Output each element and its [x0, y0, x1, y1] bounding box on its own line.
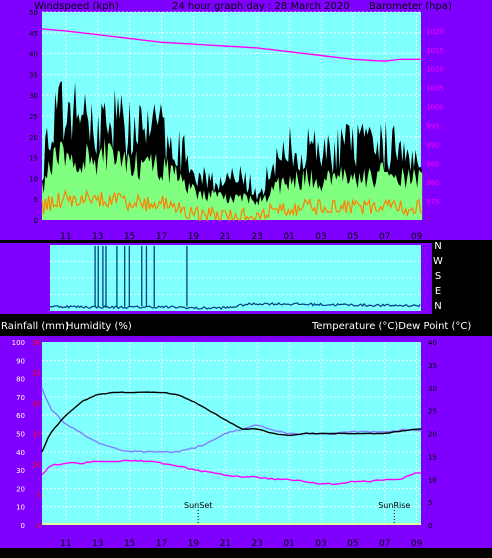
sunrise-label: SunRise	[378, 501, 410, 510]
temperature-y-tick-label: 25	[428, 408, 437, 416]
rainfall-y-tick-label: 5	[37, 492, 41, 500]
barometer-y-tick-label: 1005	[426, 85, 444, 93]
temperature-y-tick-label: 0	[428, 522, 432, 530]
temp-x-tick-label: 15	[124, 539, 135, 549]
rainfall-y-tick-label: 15	[32, 431, 41, 439]
wind-x-tick-label: 17	[156, 232, 167, 242]
temperature-dewpoint-axis-title: Temperature (°C)Dew Point (°C)	[312, 321, 472, 332]
temp-x-tick-label: 11	[60, 539, 71, 549]
wind-y-tick-label: 5	[34, 196, 38, 204]
wind-y-tick-label: 30	[29, 92, 38, 100]
wind-x-tick-label: 03	[315, 232, 326, 242]
wind-y-tick-label: 40	[29, 51, 38, 59]
barometer-y-tick-label: 1000	[426, 104, 444, 112]
wind-x-tick-label: 07	[379, 232, 390, 242]
barometer-y-tick-label: 985	[426, 160, 439, 168]
humidity-y-tick-label: 30	[16, 467, 25, 475]
temp-x-tick-label: 07	[379, 539, 390, 549]
wind-y-tick-label: 15	[29, 155, 38, 163]
direction-y-tick-label: 90	[37, 292, 46, 300]
humidity-y-tick-label: 0	[21, 522, 25, 530]
temp-x-tick-label: 17	[156, 539, 167, 549]
temp-x-tick-label: 23	[251, 539, 262, 549]
temperature-y-tick-label: 40	[428, 339, 437, 347]
rainfall-y-tick-label: 30	[32, 339, 41, 347]
temperature-y-tick-label: 30	[428, 385, 437, 393]
temp-x-tick-label: 05	[347, 539, 358, 549]
direction-label-w: W	[433, 256, 443, 267]
wind-x-tick-label: 23	[251, 232, 262, 242]
temperature-y-tick-label: 10	[428, 476, 437, 484]
direction-label-e: E	[435, 286, 441, 297]
humidity-y-tick-label: 80	[16, 376, 25, 384]
wind-y-tick-label: 45	[29, 30, 38, 38]
temperature-y-tick-label: 20	[428, 431, 437, 439]
wind-x-tick-label: 11	[60, 232, 71, 242]
temperature-line	[41, 391, 422, 453]
humidity-line	[41, 387, 422, 454]
temp-x-tick-label: 21	[220, 539, 231, 549]
humidity-y-tick-label: 60	[16, 412, 25, 420]
barometer-y-tick-label: 1010	[426, 66, 444, 74]
barometer-y-tick-label: 1015	[426, 47, 444, 55]
wind-y-tick-label: 20	[29, 134, 38, 142]
direction-label-n: N	[434, 241, 441, 252]
wind-x-tick-label: 09	[411, 232, 423, 242]
barometer-y-tick-label: 995	[426, 122, 439, 130]
direction-label-n: N	[434, 301, 441, 312]
temp-x-tick-label: 13	[92, 539, 103, 549]
temp-x-tick-label: 19	[188, 539, 200, 549]
direction-line	[49, 302, 421, 311]
windspeed-axis-title: Windspeed (kph)	[34, 1, 119, 12]
wind-y-tick-label: 35	[29, 71, 38, 79]
humidity-axis-title: Humidity (%)	[66, 321, 132, 332]
direction-y-tick-label: 180	[33, 275, 46, 283]
direction-y-tick-label: 0	[42, 308, 46, 316]
wind-low-line	[41, 188, 423, 223]
wind-x-tick-label: 15	[124, 232, 135, 242]
wind-x-tick-label: 19	[188, 232, 200, 242]
humidity-y-tick-label: 20	[16, 485, 25, 493]
direction-y-tick-label: 270	[33, 259, 46, 267]
wind-x-tick-label: 13	[92, 232, 103, 242]
rainfall-y-tick-label: 10	[32, 461, 41, 469]
humidity-y-tick-label: 90	[16, 357, 25, 365]
barometer-line	[41, 28, 421, 62]
temp-x-tick-label: 03	[315, 539, 326, 549]
barometer-y-tick-label: 1020	[426, 28, 444, 36]
barometer-y-tick-label: 975	[426, 198, 439, 206]
wind-y-tick-label: 0	[34, 217, 38, 225]
wind-x-tick-label: 21	[220, 232, 231, 242]
temperature-y-tick-label: 5	[428, 499, 432, 507]
temperature-y-tick-label: 15	[428, 453, 437, 461]
humidity-y-tick-label: 70	[16, 394, 25, 402]
humidity-y-tick-label: 40	[16, 449, 25, 457]
temp-x-tick-label: 01	[283, 539, 294, 549]
wind-y-tick-label: 10	[29, 175, 38, 183]
temp-x-tick-label: 09	[411, 539, 423, 549]
barometer-y-tick-label: 980	[426, 179, 439, 187]
wind-x-tick-label: 01	[283, 232, 294, 242]
rainfall-axis-title: Rainfall (mm)	[1, 321, 69, 332]
direction-label-s: S	[435, 271, 441, 282]
wind-x-tick-label: 05	[347, 232, 358, 242]
humidity-y-tick-label: 10	[16, 504, 25, 512]
chart-title: 24 hour graph day : 28 March 2020	[172, 1, 350, 12]
sunset-label: SunSet	[184, 501, 212, 510]
rainfall-y-tick-label: 25	[32, 370, 41, 378]
temperature-y-tick-label: 35	[428, 362, 437, 370]
barometer-axis-title: Barometer (hpa)	[369, 1, 452, 12]
rainfall-y-tick-label: 20	[32, 400, 41, 408]
barometer-y-tick-label: 990	[426, 141, 439, 149]
humidity-y-tick-label: 100	[12, 339, 25, 347]
wind-y-tick-label: 50	[29, 9, 38, 17]
rainfall-y-tick-label: 0	[37, 522, 41, 530]
direction-y-tick-label: 360	[33, 242, 46, 250]
wind-y-tick-label: 25	[29, 113, 38, 121]
dew-point-line	[41, 459, 422, 486]
humidity-y-tick-label: 50	[16, 431, 25, 439]
